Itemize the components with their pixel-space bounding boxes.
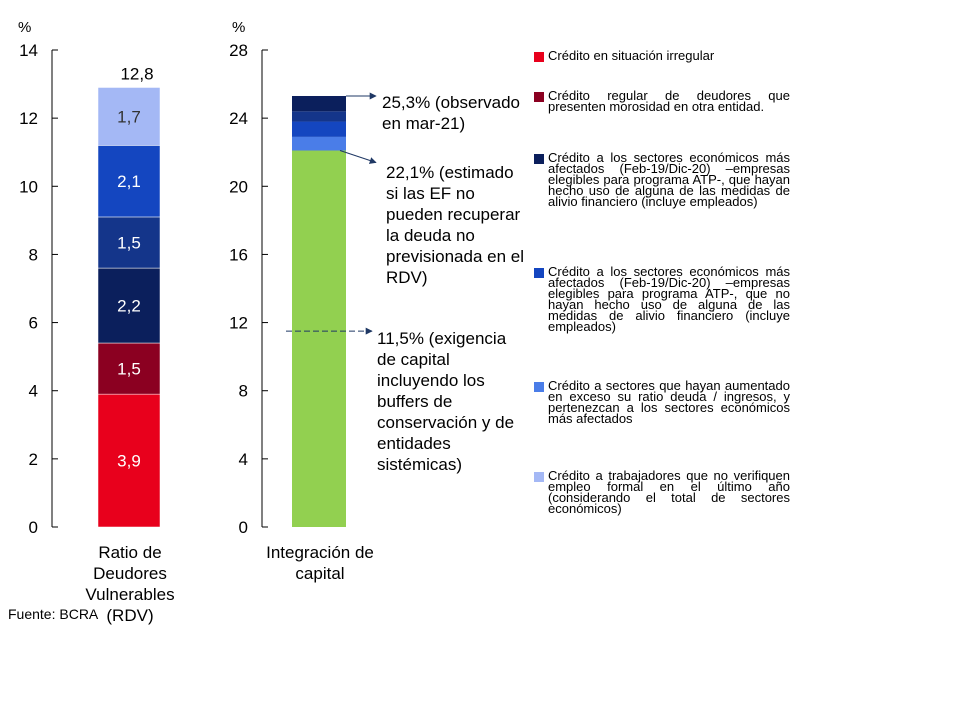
data-label: 1,5 bbox=[117, 234, 141, 253]
bar-segment bbox=[292, 111, 346, 122]
bar-segment bbox=[97, 393, 161, 528]
legend-swatch bbox=[534, 382, 544, 392]
data-label: 1,7 bbox=[117, 107, 141, 126]
data-label: 2,1 bbox=[117, 172, 141, 191]
legend-text: Crédito a trabajadores que no verifiquen… bbox=[548, 468, 790, 516]
bar-segment bbox=[292, 150, 346, 527]
legend-item: Crédito a los sectores económicos más af… bbox=[534, 264, 790, 334]
data-label: 3,9 bbox=[117, 452, 141, 471]
bar-segment bbox=[97, 145, 161, 218]
source-note: Fuente: BCRA bbox=[8, 606, 99, 622]
y-tick-label: 8 bbox=[239, 382, 248, 401]
bar-segment bbox=[292, 95, 346, 112]
y-tick-label: 6 bbox=[29, 314, 38, 333]
legend-item: Crédito en situación irregular bbox=[534, 48, 790, 63]
bar-segment bbox=[97, 342, 161, 395]
legend-swatch bbox=[534, 52, 544, 62]
bar-segment bbox=[292, 136, 346, 151]
legend-swatch bbox=[534, 472, 544, 482]
x-label-rdv: Ratio de Deudores Vulnerables (RDV) bbox=[85, 543, 175, 625]
y-tick-label: 4 bbox=[239, 450, 248, 469]
y-unit-label: % bbox=[18, 19, 31, 36]
bar-segment bbox=[292, 121, 346, 137]
legend-text: Crédito a los sectores económicos más af… bbox=[548, 264, 790, 334]
bar-segment bbox=[97, 267, 161, 344]
total-label: 12,8 bbox=[120, 64, 153, 83]
annotation-requirement: 11,5% (exigencia de capital incluyendo l… bbox=[377, 329, 515, 474]
y-tick-label: 12 bbox=[19, 109, 38, 128]
y-tick-label: 16 bbox=[229, 245, 248, 264]
y-tick-label: 0 bbox=[239, 518, 248, 537]
y-tick-label: 2 bbox=[29, 450, 38, 469]
y-tick-label: 28 bbox=[229, 41, 248, 60]
y-tick-label: 14 bbox=[19, 41, 38, 60]
y-tick-label: 10 bbox=[19, 177, 38, 196]
legend-item: Crédito regular de deudores que presente… bbox=[534, 88, 790, 114]
legend-text: Crédito regular de deudores que presente… bbox=[548, 88, 790, 114]
x-label-capital: Integración de capital bbox=[266, 543, 374, 583]
legend-swatch bbox=[534, 154, 544, 164]
y-unit-label: % bbox=[232, 19, 245, 36]
bar-segment bbox=[97, 87, 161, 146]
legend-text: Crédito en situación irregular bbox=[548, 48, 715, 63]
annotation-observed: 25,3% (observado en mar-21) bbox=[382, 93, 520, 133]
y-tick-label: 20 bbox=[229, 177, 248, 196]
legend-swatch bbox=[534, 92, 544, 102]
y-tick-label: 8 bbox=[29, 245, 38, 264]
annotation-arrow bbox=[339, 150, 377, 164]
data-label: 1,5 bbox=[117, 360, 141, 379]
y-tick-label: 24 bbox=[229, 109, 248, 128]
legend-item: Crédito a los sectores económicos más af… bbox=[534, 150, 790, 209]
y-tick-label: 4 bbox=[29, 382, 38, 401]
legend-item: Crédito a trabajadores que no verifiquen… bbox=[534, 468, 790, 516]
legend-text: Crédito a sectores que hayan aumentado e… bbox=[548, 378, 790, 426]
legend-swatch bbox=[534, 268, 544, 278]
annotation-estimated: 22,1% (estimado si las EF no pueden recu… bbox=[386, 163, 524, 287]
legend-item: Crédito a sectores que hayan aumentado e… bbox=[534, 378, 790, 426]
y-tick-label: 0 bbox=[29, 518, 38, 537]
y-tick-label: 12 bbox=[229, 314, 248, 333]
data-label: 2,2 bbox=[117, 297, 141, 316]
bar-segment bbox=[97, 216, 161, 269]
legend-text: Crédito a los sectores económicos más af… bbox=[548, 150, 790, 209]
